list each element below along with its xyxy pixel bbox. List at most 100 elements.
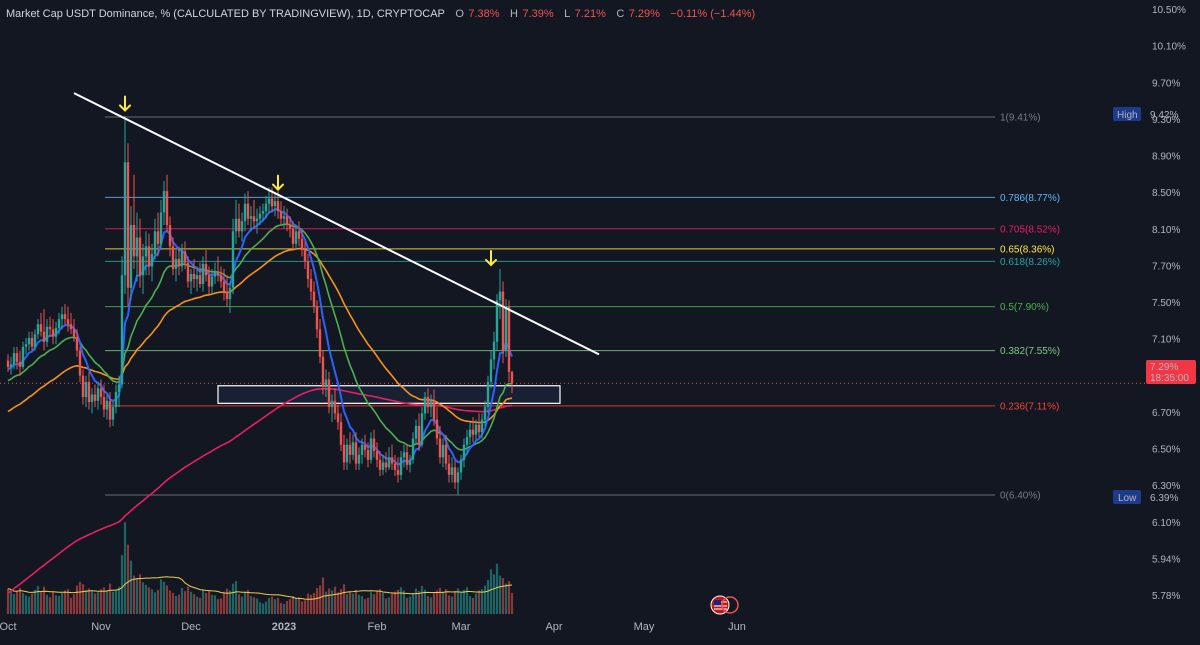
- fib-level-label: 0.65(8.36%): [1000, 244, 1054, 255]
- volume-bar: [411, 592, 415, 614]
- candle-body: [72, 329, 76, 337]
- candle-body: [6, 360, 10, 367]
- price-axis-label: 9.70%: [1152, 78, 1180, 89]
- volume-bar: [21, 592, 25, 614]
- volume-bar: [144, 584, 148, 614]
- candle-body: [135, 237, 139, 257]
- price-axis-label: 6.30%: [1152, 481, 1180, 492]
- price-axis-label: 8.90%: [1152, 152, 1180, 163]
- candle-body: [144, 246, 148, 257]
- volume-bar: [303, 600, 307, 614]
- volume-bar: [150, 589, 154, 614]
- candle-body: [492, 341, 496, 360]
- volume-bar: [126, 544, 130, 614]
- volume-bar: [471, 597, 475, 614]
- fib-level-label: 0.618(8.26%): [1000, 257, 1060, 268]
- volume-bar: [330, 590, 334, 614]
- high-label: H: [510, 8, 518, 20]
- candle-body: [189, 273, 193, 282]
- volume-bar: [384, 598, 388, 614]
- volume-bar: [309, 594, 313, 614]
- candle-body: [384, 462, 388, 468]
- volume-bar: [204, 592, 208, 614]
- volume-bar: [369, 592, 373, 614]
- volume-bar: [459, 591, 463, 614]
- candle-body: [288, 225, 292, 229]
- price-axis-label: 7.10%: [1152, 335, 1180, 346]
- trendline-layer[interactable]: [73, 92, 600, 356]
- candle-body: [258, 213, 262, 219]
- candle-body: [96, 388, 100, 401]
- volume-bar: [480, 589, 484, 614]
- volume-bar: [66, 589, 70, 614]
- candle-body: [420, 413, 424, 445]
- volume-bar: [444, 589, 448, 614]
- volume-bar: [153, 592, 157, 614]
- volume-bar: [462, 589, 466, 614]
- support-zone-layer[interactable]: [217, 385, 561, 404]
- candle-body: [393, 463, 397, 470]
- price-axis[interactable]: 10.50% 10.10% 9.70% 9.30% 8.90% 8.50% 8.10% 7.7…: [1152, 5, 1186, 602]
- candle-body: [438, 438, 442, 458]
- volume-bar: [57, 596, 61, 614]
- candle-body: [471, 429, 475, 435]
- low-badge-value: 6.39%: [1150, 493, 1178, 504]
- volume-bar: [135, 578, 139, 614]
- price-axis-label: 8.10%: [1152, 225, 1180, 236]
- volume-bar: [27, 596, 31, 614]
- volume-bar: [393, 591, 397, 614]
- low-label: L: [564, 8, 570, 20]
- candle-body: [192, 273, 196, 279]
- volume-bar: [99, 589, 103, 614]
- volume-bar: [225, 588, 229, 614]
- last-price-badge: 7.29% 18:35:00: [1146, 360, 1196, 384]
- candle-body: [222, 281, 226, 292]
- candle-body: [162, 191, 166, 213]
- volume-bar: [228, 590, 232, 614]
- candle-body: [207, 275, 211, 287]
- volume-bar: [261, 603, 265, 614]
- volume-bar: [138, 574, 142, 614]
- candle-body: [459, 459, 463, 473]
- price-axis-label: 6.50%: [1152, 445, 1180, 456]
- us-flag-event-icon[interactable]: [710, 595, 739, 615]
- volume-bar: [315, 587, 319, 614]
- candle-body: [417, 425, 421, 445]
- volume-bar: [396, 589, 400, 614]
- price-axis-label: 6.10%: [1152, 518, 1180, 529]
- ema-mid-line: [7, 223, 512, 451]
- candle-body: [198, 275, 202, 285]
- volume-bar: [15, 591, 19, 614]
- volume-bar: [507, 581, 511, 614]
- volume-bar: [483, 585, 487, 614]
- candle-body: [375, 451, 379, 460]
- price-axis-label: 5.78%: [1152, 591, 1180, 602]
- volume-bar: [441, 591, 445, 614]
- candle-body: [60, 314, 64, 320]
- low-value: 7.21%: [575, 8, 606, 20]
- candle-body: [330, 400, 334, 408]
- volume-bar: [372, 594, 376, 614]
- volume-bar: [336, 592, 340, 614]
- volume-bar: [108, 583, 112, 614]
- candle-body: [15, 353, 19, 362]
- candle-body: [231, 231, 235, 288]
- candle-body: [78, 350, 82, 376]
- candle-body: [30, 338, 34, 347]
- candle-body: [429, 400, 433, 408]
- candle-body: [390, 457, 394, 464]
- volume-bar: [168, 590, 172, 614]
- volume-bar: [213, 595, 217, 614]
- volume-bar: [348, 591, 352, 614]
- volume-bar: [414, 588, 418, 614]
- candle-body: [168, 225, 172, 247]
- volume-bar: [456, 588, 460, 614]
- volume-bar: [324, 591, 328, 614]
- volume-bar: [207, 591, 211, 614]
- flag-canton: [714, 600, 721, 605]
- time-axis[interactable]: Oct Nov Dec 2023 Feb Mar Apr May Jun: [0, 621, 746, 633]
- volume-bar: [351, 593, 355, 614]
- candle-body: [468, 429, 472, 438]
